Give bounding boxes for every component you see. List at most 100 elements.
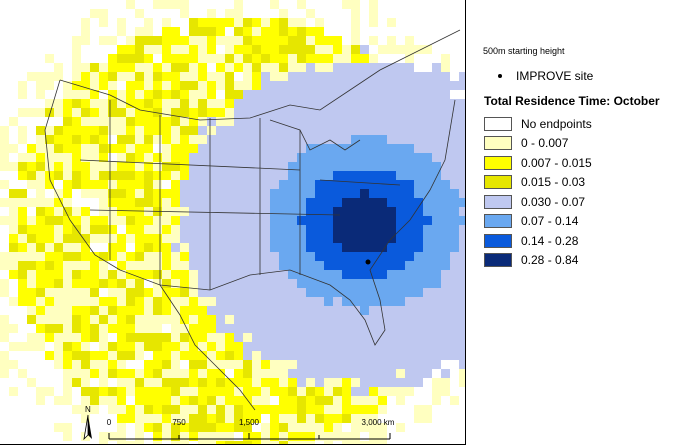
grid-cell [288, 108, 297, 117]
grid-cell [441, 270, 450, 279]
grid-cell [279, 54, 288, 63]
grid-cell [459, 288, 465, 297]
grid-cell [342, 441, 351, 444]
great-lakes-outline [269, 119, 361, 151]
grid-cell [207, 423, 216, 432]
grid-cell [396, 279, 405, 288]
grid-cell [387, 198, 396, 207]
grid-cell [198, 288, 207, 297]
grid-cell [63, 63, 72, 72]
grid-cell [459, 423, 465, 432]
grid-cell [297, 333, 306, 342]
grid-cell [27, 144, 36, 153]
grid-cell [144, 63, 153, 72]
grid-cell [27, 72, 36, 81]
grid-cell [297, 279, 306, 288]
grid-cell [342, 135, 351, 144]
grid-cell [9, 351, 18, 360]
grid-cell [297, 414, 306, 423]
grid-cell [90, 198, 99, 207]
grid-cell [234, 72, 243, 81]
grid-cell [18, 162, 27, 171]
grid-cell [459, 135, 465, 144]
grid-cell [18, 63, 27, 72]
grid-cell [225, 36, 234, 45]
grid-cell [450, 288, 459, 297]
grid-cell [180, 288, 189, 297]
grid-cell [117, 396, 126, 405]
grid-cell [306, 171, 315, 180]
grid-cell [342, 396, 351, 405]
grid-cell [450, 279, 459, 288]
grid-cell [297, 18, 306, 27]
grid-cell [117, 126, 126, 135]
grid-cell [9, 189, 18, 198]
grid-cell [414, 369, 423, 378]
grid-cell [243, 54, 252, 63]
grid-cell [360, 27, 369, 36]
grid-cell [189, 54, 198, 63]
grid-cell [36, 261, 45, 270]
grid-cell [432, 360, 441, 369]
grid-cell [36, 117, 45, 126]
grid-cell [180, 360, 189, 369]
grid-cell [288, 225, 297, 234]
grid-cell [9, 135, 18, 144]
grid-cell [279, 423, 288, 432]
grid-cell [270, 324, 279, 333]
grid-cell [405, 126, 414, 135]
grid-cell [243, 198, 252, 207]
legend-swatch [484, 136, 512, 151]
grid-cell [54, 144, 63, 153]
grid-cell [270, 315, 279, 324]
grid-cell [144, 18, 153, 27]
grid-cell [378, 54, 387, 63]
grid-cell [162, 234, 171, 243]
grid-cell [72, 72, 81, 81]
grid-cell [0, 81, 9, 90]
grid-cell [306, 198, 315, 207]
grid-cell [261, 252, 270, 261]
grid-cell [180, 27, 189, 36]
grid-cell [324, 279, 333, 288]
grid-cell [54, 162, 63, 171]
grid-cell [324, 252, 333, 261]
grid-cell [360, 297, 369, 306]
grid-cell [180, 171, 189, 180]
grid-cell [333, 369, 342, 378]
grid-cell [153, 432, 162, 441]
legend-item-3: 0.015 - 0.03 [484, 173, 592, 193]
grid-cell [45, 396, 54, 405]
grid-cell [396, 252, 405, 261]
grid-cell [378, 351, 387, 360]
grid-cell [315, 63, 324, 72]
grid-cell [234, 270, 243, 279]
grid-cell [297, 288, 306, 297]
grid-cell [306, 360, 315, 369]
grid-cell [9, 54, 18, 63]
grid-cell [63, 369, 72, 378]
grid-cell [405, 171, 414, 180]
grid-cell [396, 108, 405, 117]
grid-cell [45, 405, 54, 414]
grid-cell [405, 45, 414, 54]
grid-cell [342, 342, 351, 351]
grid-cell [180, 378, 189, 387]
grid-cell [18, 144, 27, 153]
grid-cell [405, 396, 414, 405]
grid-cell [315, 45, 324, 54]
grid-cell [54, 108, 63, 117]
grid-cell [0, 27, 9, 36]
grid-cell [126, 360, 135, 369]
grid-cell [441, 396, 450, 405]
grid-cell [261, 54, 270, 63]
grid-cell [18, 72, 27, 81]
grid-cell [9, 144, 18, 153]
grid-cell [18, 378, 27, 387]
grid-cell [432, 387, 441, 396]
grid-cell [234, 432, 243, 441]
grid-cell [441, 216, 450, 225]
grid-cell [270, 153, 279, 162]
grid-cell [279, 36, 288, 45]
grid-cell [216, 135, 225, 144]
